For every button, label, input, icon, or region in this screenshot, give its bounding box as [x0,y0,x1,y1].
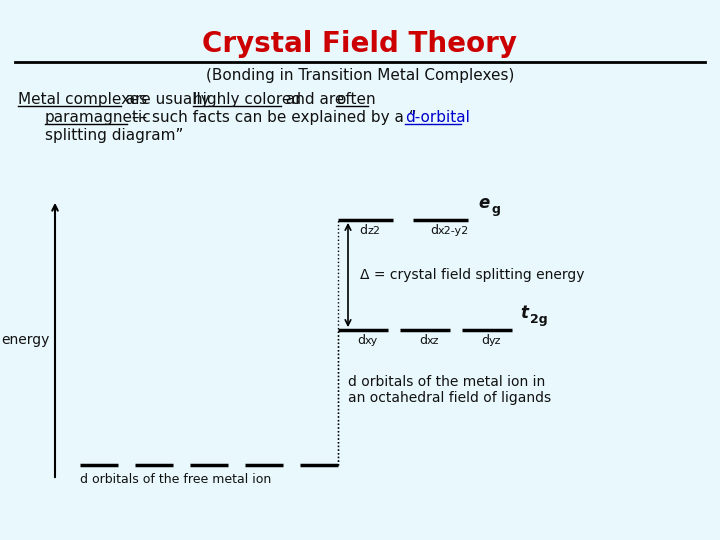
Text: d: d [357,334,365,347]
Text: d orbitals of the metal ion in: d orbitals of the metal ion in [348,375,545,389]
Text: xy: xy [365,336,378,346]
Text: yz: yz [489,336,502,346]
Text: an octahedral field of ligands: an octahedral field of ligands [348,391,551,405]
Text: 2g: 2g [530,313,548,326]
Text: splitting diagram”: splitting diagram” [45,128,184,143]
Text: z2: z2 [367,226,380,236]
Text: d orbitals of the free metal ion: d orbitals of the free metal ion [80,473,271,486]
Text: paramagnetic: paramagnetic [45,110,152,125]
Text: d: d [481,334,489,347]
Text: Metal complexes: Metal complexes [18,92,147,107]
Text: Δ = crystal field splitting energy: Δ = crystal field splitting energy [360,268,585,282]
Text: g: g [491,203,500,216]
Text: d: d [359,224,367,237]
Text: x2-y2: x2-y2 [438,226,469,236]
Text: energy: energy [1,333,50,347]
Text: –– such facts can be explained by a “: –– such facts can be explained by a “ [127,110,417,125]
Text: often: often [336,92,376,107]
Text: e: e [478,194,490,212]
Text: d: d [430,224,438,237]
Text: t: t [520,304,528,322]
Text: are usually: are usually [121,92,215,107]
Text: (Bonding in Transition Metal Complexes): (Bonding in Transition Metal Complexes) [206,68,514,83]
Text: d-orbital: d-orbital [405,110,470,125]
Text: highly colored: highly colored [193,92,301,107]
Text: d: d [419,334,427,347]
Text: Crystal Field Theory: Crystal Field Theory [202,30,518,58]
Text: xz: xz [427,336,439,346]
Text: and are: and are [281,92,349,107]
